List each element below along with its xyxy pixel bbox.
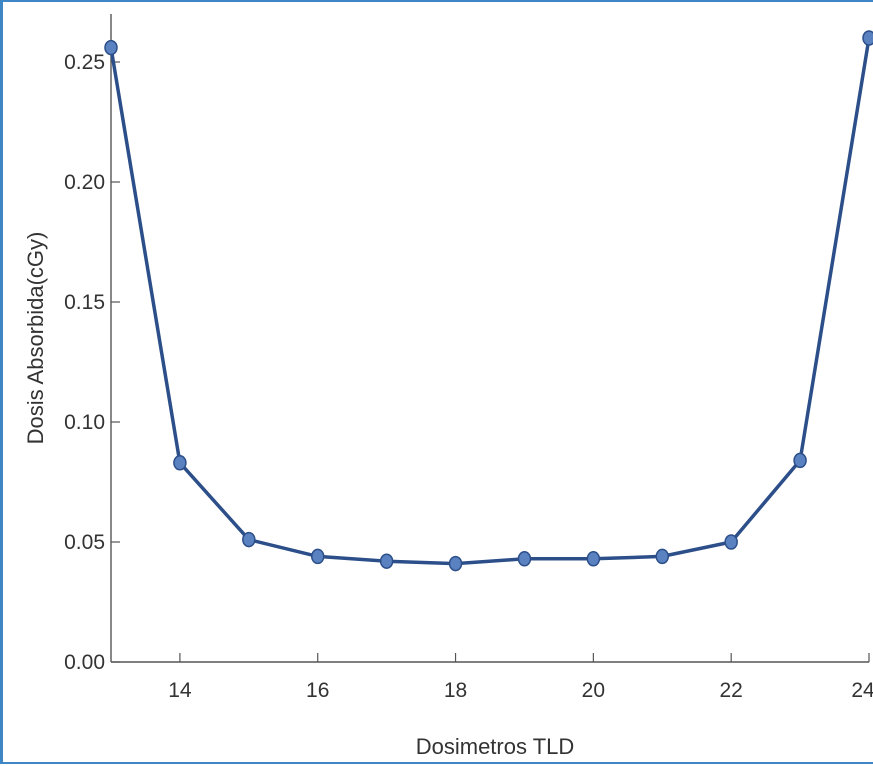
data-point [379, 553, 394, 569]
x-axis-title: Dosimetros TLD [416, 734, 575, 759]
y-tick-label: 0.20 [64, 171, 105, 194]
x-tick-label: 18 [444, 679, 467, 702]
series-line [109, 37, 871, 566]
line-chart: 0.00 0.05 0.10 0.15 0.20 0.25 14 16 18 20 22 24 Dos… [23, 14, 873, 759]
x-tick-label: 20 [582, 679, 605, 702]
series [104, 30, 873, 572]
x-tick-label: 22 [720, 679, 743, 702]
y-tick-label: 0.10 [64, 411, 105, 434]
data-point [655, 548, 670, 565]
data-point [448, 555, 463, 572]
data-point [310, 548, 325, 565]
y-axis-title: Dosis Absorbida(cGy) [23, 232, 48, 445]
y-tick-label: 0.05 [64, 531, 105, 554]
y-tick-label: 0.15 [64, 291, 105, 314]
x-tick-label: 16 [306, 679, 329, 702]
data-point [517, 551, 532, 567]
y-tick-label: 0.00 [64, 651, 105, 674]
data-point [242, 531, 256, 548]
data-point [793, 452, 807, 469]
ticks: 0.00 0.05 0.10 0.15 0.20 0.25 14 16 18 20 22 24 [64, 51, 873, 702]
data-point [104, 39, 118, 56]
data-point [173, 455, 187, 471]
axes [110, 14, 869, 663]
data-point [862, 30, 873, 46]
x-tick-label: 14 [168, 679, 192, 702]
data-point [724, 534, 738, 550]
data-point [586, 551, 601, 567]
y-tick-label: 0.25 [64, 51, 105, 74]
x-tick-label: 24 [851, 679, 873, 702]
